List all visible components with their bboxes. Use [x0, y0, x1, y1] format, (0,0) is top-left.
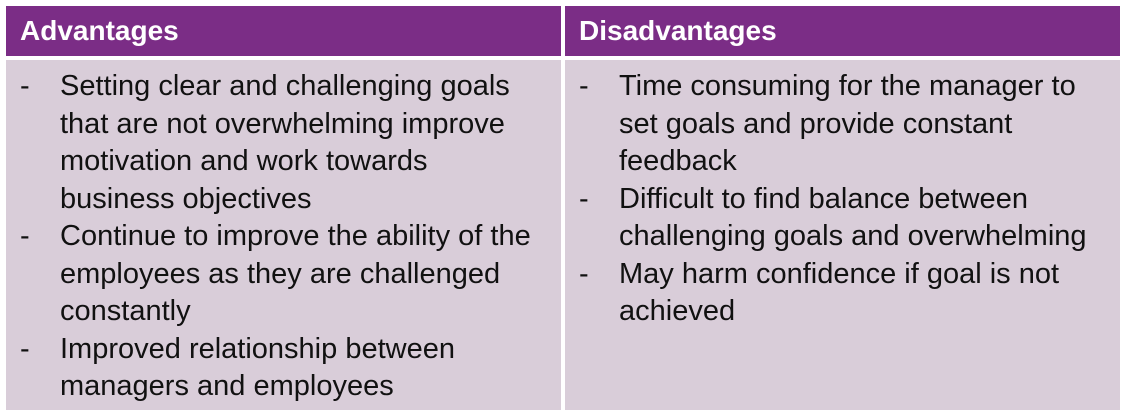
advantage-item: - Improved relationship between managers… — [20, 331, 547, 406]
bullet-dash: - — [579, 257, 589, 290]
disadvantages-list: - Time consuming for the manager to set … — [579, 68, 1106, 331]
advantage-item: - Continue to improve the ability of the… — [20, 218, 547, 331]
advantage-item: - Setting clear and challenging goals th… — [20, 68, 547, 218]
bullet-dash: - — [20, 332, 30, 365]
comparison-table: Advantages Disadvantages - Setting clear… — [6, 6, 1120, 410]
advantage-text: Improved relationship between managers a… — [60, 332, 455, 403]
disadvantage-text: Time consuming for the manager to set go… — [619, 70, 1076, 177]
advantage-text: Continue to improve the ability of the e… — [60, 220, 531, 327]
bullet-dash: - — [579, 70, 589, 102]
bullet-dash: - — [20, 70, 30, 102]
bullet-dash: - — [20, 220, 30, 252]
bullet-dash: - — [579, 182, 589, 215]
disadvantage-text: May harm confidence if goal is not achie… — [619, 257, 1060, 328]
disadvantage-item: - Difficult to find balance between chal… — [579, 181, 1106, 256]
disadvantages-header: Disadvantages — [565, 6, 1120, 56]
disadvantage-item: - May harm confidence if goal is not ach… — [579, 256, 1106, 331]
disadvantage-text: Difficult to find balance between challe… — [619, 182, 1087, 253]
disadvantages-cell: - Time consuming for the manager to set … — [565, 60, 1120, 410]
advantage-text: Setting clear and challenging goals that… — [60, 70, 510, 215]
advantages-list: - Setting clear and challenging goals th… — [20, 68, 547, 406]
advantages-cell: - Setting clear and challenging goals th… — [6, 60, 561, 410]
advantages-header: Advantages — [6, 6, 561, 56]
disadvantage-item: - Time consuming for the manager to set … — [579, 68, 1106, 181]
